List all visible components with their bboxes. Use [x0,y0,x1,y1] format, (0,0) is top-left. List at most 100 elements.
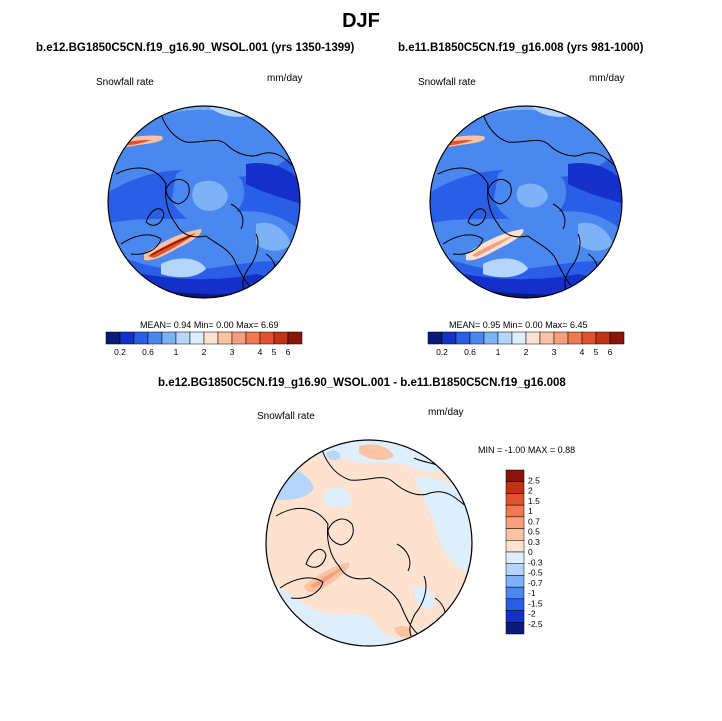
left-max-value: 6.69 [260,320,279,330]
diff-colorbar-tick-label: 0.7 [528,516,540,526]
left-colorbar-tick-label: 5 [272,347,277,357]
left-colorbar-swatch [287,331,303,345]
diff-colorbar-tick-label: 0.3 [528,537,540,547]
right-colorbar-tick-label: 4 [580,347,585,357]
left-colorbar-tick-label: 3 [230,347,235,357]
diff-colorbar: 2.521.510.70.50.30-0.3-0.5-0.7-1-1.5-2-2… [505,469,543,635]
left-polar-map [107,105,301,299]
right-colorbar-swatch [427,331,443,345]
right-colorbar-swatch [581,331,597,345]
diff-min-label: MIN = [478,445,503,455]
diff-colorbar-tick-label: -0.7 [528,578,543,588]
left-colorbar-tick-label: 0.2 [114,347,126,357]
diff-variable-label: Snowfall rate [257,411,315,422]
left-max-label: Max= [236,320,259,330]
diff-panel-title: b.e12.BG1850C5CN.f19_g16.90_WSOL.001 - b… [158,377,566,389]
diff-colorbar-swatch [505,551,525,564]
diff-colorbar-swatch [505,563,525,576]
left-colorbar-swatch [245,331,261,345]
diff-colorbar-swatch [505,598,525,611]
diff-colorbar-tick-label: -2 [528,609,536,619]
left-colorbar-swatch [161,331,177,345]
right-max-value: 6.45 [569,320,588,330]
right-colorbar-swatch [595,331,611,345]
left-colorbar: 0.2 0.6 1 2 3 4 5 6 [105,331,303,357]
right-panel-title: b.e11.B1850C5CN.f19_g16.008 (yrs 981-100… [398,42,644,54]
diff-colorbar-tick-label: -1 [528,588,536,598]
right-colorbar-tick-label: 0.2 [436,347,448,357]
diff-colorbar-tick-label: -0.5 [528,568,543,578]
left-colorbar-swatch [147,331,163,345]
right-colorbar-swatch [497,331,513,345]
main-title: DJF [342,10,380,32]
right-colorbar-tick-label: 1 [496,347,501,357]
left-mean-label: MEAN= [140,320,172,330]
left-colorbar-swatch [189,331,205,345]
diff-colorbar-swatch [505,504,525,518]
left-colorbar-swatch [175,331,191,345]
right-variable-label: Snowfall rate [418,77,476,88]
right-colorbar-swatch [455,331,471,345]
diff-colorbar-tick-label: -2.5 [528,619,543,629]
diff-colorbar-tick-label: 2.5 [528,475,540,485]
diff-stats: MIN = -1.00 MAX = 0.88 [478,445,575,455]
right-polar-map [429,105,623,299]
right-max-label: Max= [545,320,568,330]
diff-colorbar-tick-label: -1.5 [528,598,543,608]
right-colorbar-swatch [525,331,541,345]
diff-colorbar-swatch [505,528,525,541]
diff-colorbar-swatch [505,516,525,529]
left-colorbar-swatch [133,331,149,345]
left-colorbar-swatch [231,331,247,345]
right-colorbar-tick-label: 0.6 [464,347,476,357]
left-colorbar-swatch [217,331,233,345]
right-colorbar-swatch [511,331,527,345]
left-colorbar-swatch [273,331,289,345]
diff-colorbar-swatch [505,610,525,623]
left-colorbar-tick-label: 0.6 [142,347,154,357]
left-colorbar-tick-label: 6 [286,347,291,357]
right-colorbar-tick-label: 6 [608,347,613,357]
diff-colorbar-tick-label: 0.5 [528,527,540,537]
diff-max-value: 0.88 [557,445,576,455]
right-colorbar: 0.2 0.6 1 2 3 4 5 6 [427,331,625,357]
diff-colorbar-swatch [505,469,525,482]
diff-colorbar-tick-label: 2 [528,486,533,496]
diff-colorbar-swatch [505,540,525,553]
right-units-label: mm/day [589,73,625,84]
right-min-label: Min= [502,320,523,330]
right-colorbar-swatch [539,331,555,345]
left-colorbar-tick-label: 1 [174,347,179,357]
left-min-value: 0.00 [216,320,234,330]
diff-colorbar-swatch [505,575,525,588]
left-panel-title: b.e12.BG1850C5CN.f19_g16.90_WSOL.001 (yr… [36,42,355,54]
right-stats: MEAN= 0.95 Min= 0.00 Max= 6.45 [449,320,587,330]
diff-max-label: MAX = [527,445,556,455]
left-colorbar-tick-label: 4 [258,347,263,357]
right-colorbar-tick-label: 2 [524,347,529,357]
diff-min-value: -1.00 [504,445,526,455]
left-mean-value: 0.94 [173,320,192,330]
diff-polar-map [265,439,473,647]
left-colorbar-swatch [105,331,121,345]
diff-colorbar-tick-label: 0 [528,547,533,557]
left-min-label: Min= [193,320,214,330]
diff-units-label: mm/day [428,407,464,418]
diff-colorbar-swatch [505,493,525,506]
left-units-label: mm/day [267,73,303,84]
diff-colorbar-swatch [505,481,525,494]
diff-colorbar-tick-label: 1 [528,506,533,516]
right-mean-label: MEAN= [449,320,481,330]
right-mean-value: 0.95 [482,320,501,330]
right-colorbar-swatch [469,331,485,345]
right-colorbar-swatch [441,331,457,345]
right-min-value: 0.00 [525,320,543,330]
diff-colorbar-swatch [505,586,525,600]
right-colorbar-swatch [567,331,583,345]
right-colorbar-swatch [553,331,569,345]
left-variable-label: Snowfall rate [96,77,154,88]
left-colorbar-swatch [259,331,275,345]
right-colorbar-swatch [483,331,499,345]
left-stats: MEAN= 0.94 Min= 0.00 Max= 6.69 [140,320,278,330]
diff-colorbar-swatch [505,622,525,635]
